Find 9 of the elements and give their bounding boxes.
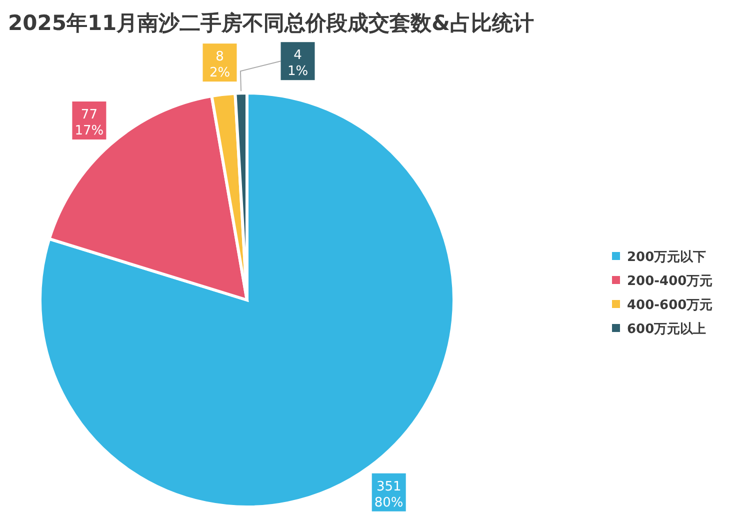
data-label: 77 17%	[74, 108, 104, 138]
legend-label: 600万元以上	[627, 322, 706, 337]
legend-label: 200-400万元	[627, 274, 713, 289]
legend-label: 200万元以下	[627, 250, 706, 265]
chart-title: 2025年11月南沙二手房不同总价段成交套数&占比统计	[8, 11, 534, 35]
data-label: 4 1%	[287, 48, 308, 80]
data-label: 8 2%	[209, 50, 230, 81]
data-label: 351 80%	[374, 479, 404, 510]
legend-label: 400-600万元	[627, 298, 713, 313]
